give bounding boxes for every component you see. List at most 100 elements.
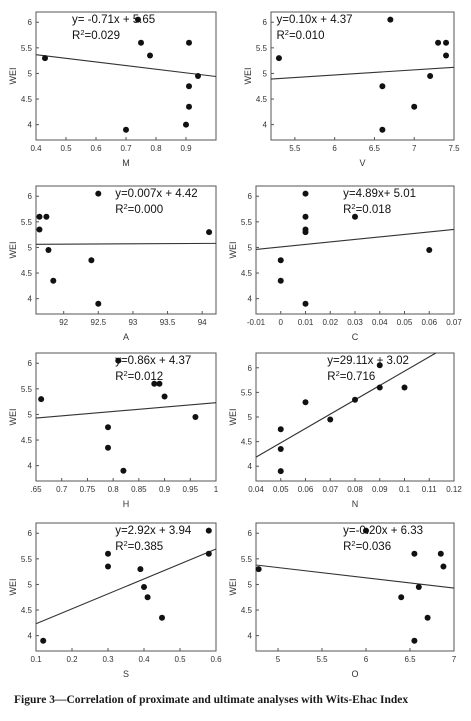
x-tick-label: 6.5: [369, 144, 381, 153]
r-squared-label: R2=0.010: [276, 28, 324, 42]
y-tick-label: 6: [28, 529, 33, 538]
data-point: [363, 527, 369, 534]
data-point: [352, 213, 358, 220]
r-squared-value: =0.010: [289, 30, 325, 42]
x-tick-label: 0.8: [150, 144, 162, 153]
regression-line: [255, 228, 455, 250]
data-point: [105, 563, 111, 570]
data-point: [42, 55, 48, 62]
x-tick-label: 92: [59, 318, 68, 327]
data-point: [327, 416, 334, 423]
x-tick-label: 0.1: [30, 655, 42, 664]
r-squared-label: R2=0.018: [343, 202, 391, 216]
r-squared-base: R: [276, 30, 284, 42]
x-tick-label: -0.01: [247, 318, 266, 327]
regression-line: [255, 564, 455, 589]
x-tick-label: 0.7: [120, 144, 132, 153]
data-point: [105, 444, 111, 451]
y-tick-label: 4: [28, 632, 33, 641]
x-tick-label: 0.12: [446, 485, 462, 494]
data-point: [50, 277, 57, 284]
data-point: [123, 126, 129, 133]
x-tick-label: 5.5: [289, 144, 301, 153]
y-axis-label: WEI: [8, 579, 18, 596]
r-squared-value: =0.036: [356, 541, 392, 553]
y-tick-label: 5.5: [21, 555, 33, 564]
r-squared-superscript: 2: [124, 202, 128, 211]
y-axis-label: WEI: [243, 68, 253, 85]
data-point: [415, 584, 422, 590]
r-squared-label: R2=0.000: [115, 202, 163, 216]
data-point: [275, 55, 282, 62]
y-tick-label: 5.5: [21, 44, 33, 53]
data-point: [192, 414, 199, 420]
y-tick-label: 5: [28, 243, 33, 252]
data-point: [277, 468, 284, 475]
data-point: [302, 229, 309, 236]
data-point: [138, 39, 144, 46]
data-point: [137, 566, 144, 573]
r-squared-base: R: [343, 204, 351, 216]
x-tick-label: 0.07: [446, 318, 462, 327]
x-tick-label: 0.04: [248, 485, 264, 494]
data-point: [401, 384, 408, 391]
data-point: [411, 637, 418, 644]
regression-equation: y=0.86x + 4.37: [115, 355, 191, 367]
x-tick-label: 0.75: [80, 485, 96, 494]
y-axis-label: WEI: [228, 579, 238, 596]
x-tick-label: 0.1: [399, 485, 411, 494]
data-point: [302, 213, 309, 220]
r-squared-superscript: 2: [285, 28, 289, 37]
x-axis-label: M: [122, 158, 130, 168]
y-tick-label: 6: [28, 18, 33, 27]
x-tick-label: 0: [279, 318, 284, 327]
x-tick-label: 0.9: [159, 485, 171, 494]
scatter-panel-c: 4 4.5 5 5.5 6 -0.01 0 0.01 0.02 0.03 0.04 0.05 0.06 0…: [228, 185, 462, 342]
y-tick-label: 4.5: [21, 606, 33, 615]
x-axis-label: O: [351, 669, 358, 679]
x-tick-label: 0.9: [180, 144, 192, 153]
data-point: [302, 190, 309, 197]
data-point: [36, 213, 43, 220]
data-point: [205, 550, 212, 557]
data-point: [195, 73, 201, 79]
y-tick-label: 4: [28, 121, 33, 130]
y-tick-label: 4.5: [21, 436, 33, 445]
data-point: [205, 527, 212, 534]
x-tick-label: 5: [276, 655, 281, 664]
y-tick-label: 5: [263, 69, 268, 78]
data-point: [411, 103, 418, 110]
y-tick-label: 4: [28, 462, 33, 471]
data-point: [424, 614, 431, 621]
x-tick-label: 0.07: [322, 485, 338, 494]
data-point: [161, 393, 168, 400]
regression-equation: y=4.89x+ 5.01: [343, 188, 416, 200]
scatter-panel-n: 4 4.5 5 5.5 6 0.04 0.05 0.06 0.07 0.08 0.09 0.1 0.11…: [228, 352, 462, 509]
regression-line: [35, 242, 217, 245]
data-point: [135, 16, 141, 23]
x-tick-label: 7.5: [448, 144, 460, 153]
y-tick-label: 4.5: [241, 606, 253, 615]
x-tick-label: 0.01: [298, 318, 314, 327]
data-point: [302, 399, 309, 406]
r-squared-base: R: [343, 541, 351, 553]
y-tick-label: 6: [248, 192, 253, 201]
y-tick-label: 5.5: [241, 218, 253, 227]
regression-line: [270, 66, 455, 80]
data-point: [277, 446, 284, 452]
data-point: [186, 103, 192, 110]
data-point: [277, 426, 284, 433]
x-tick-label: 93: [128, 318, 137, 327]
x-tick-label: 0.5: [174, 655, 186, 664]
data-point: [38, 396, 45, 403]
x-tick-label: 0.7: [56, 485, 68, 494]
x-axis-label: V: [359, 158, 365, 168]
x-tick-label: 6: [364, 655, 369, 664]
r-squared-label: R2=0.036: [343, 539, 391, 553]
data-point: [105, 550, 111, 557]
y-tick-label: 6: [248, 364, 253, 373]
y-tick-label: 4: [248, 295, 253, 304]
regression-line: [35, 402, 217, 419]
x-tick-label: 0.4: [138, 655, 150, 664]
